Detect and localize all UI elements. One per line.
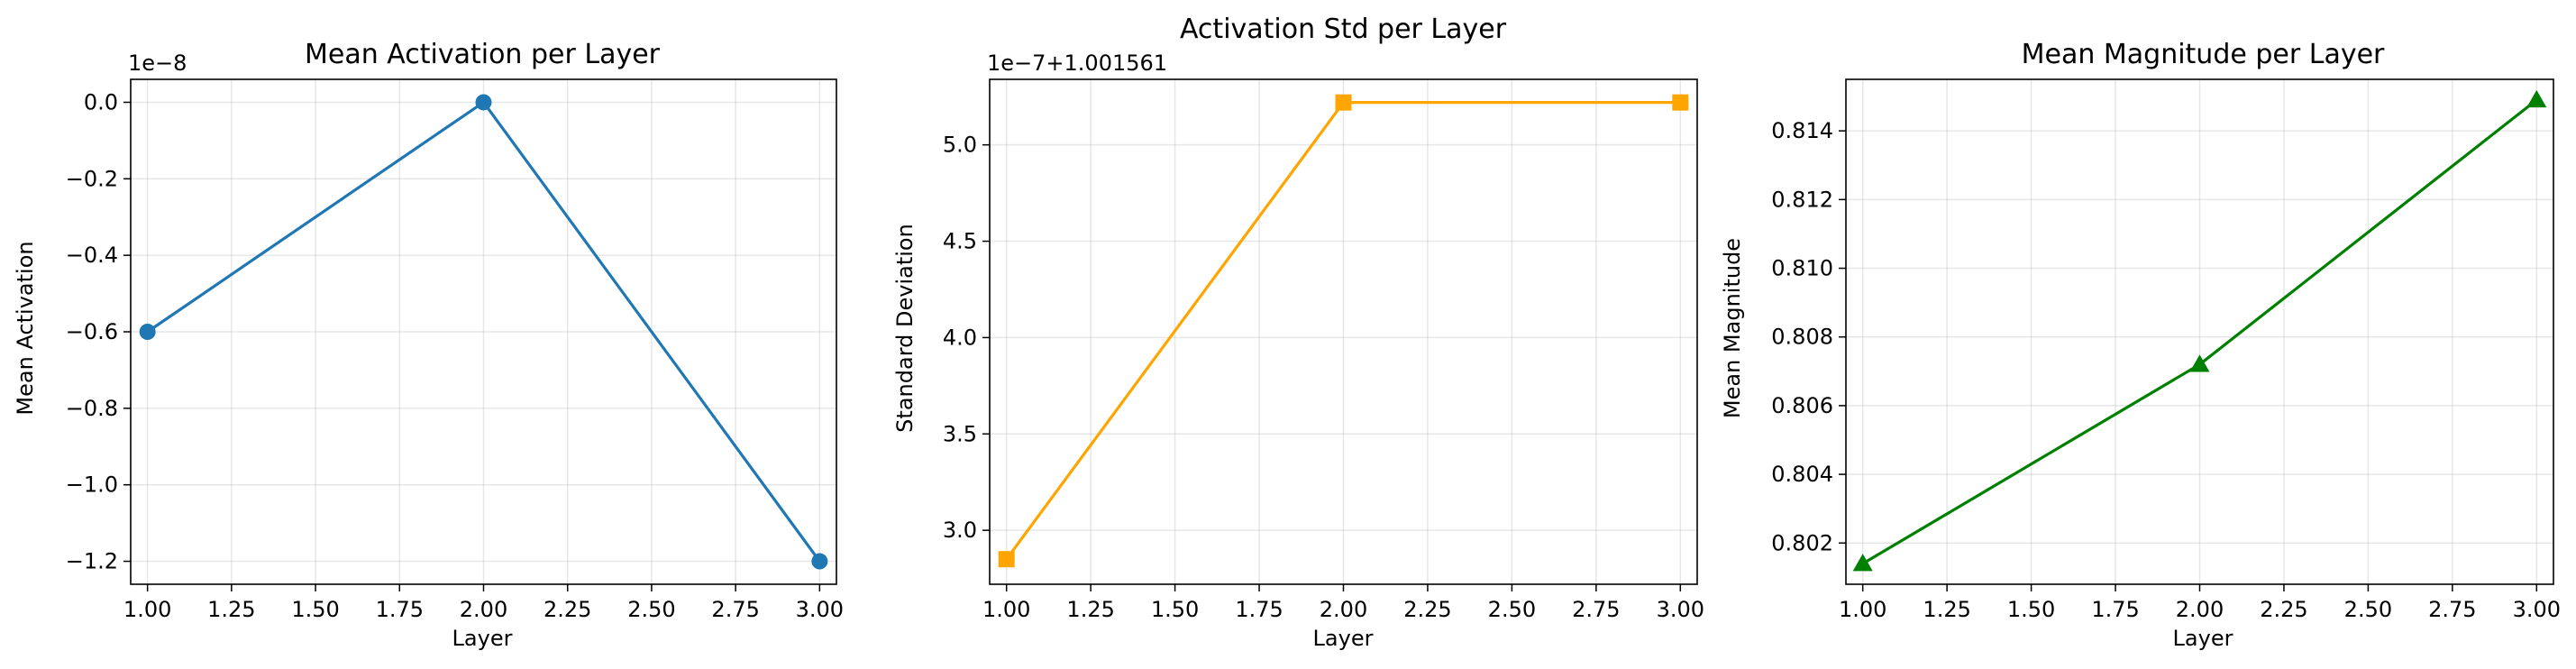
x-tick-label: 2.25 xyxy=(1403,597,1451,622)
y-tick-label: 3.0 xyxy=(943,518,977,543)
y-tick-label: 0.0 xyxy=(84,89,118,115)
x-tick-label: 1.75 xyxy=(376,597,424,622)
chart-title: Activation Std per Layer xyxy=(1180,14,1507,45)
data-point xyxy=(811,553,828,570)
data-point xyxy=(1672,94,1689,111)
x-tick-label: 1.00 xyxy=(123,597,171,622)
axes-frame xyxy=(130,78,837,585)
data-point xyxy=(2526,89,2547,108)
y-tick-label: 0.812 xyxy=(1771,187,1833,212)
y-tick-label: −0.6 xyxy=(66,319,118,344)
data-point xyxy=(475,94,492,111)
y-tick-label: 0.806 xyxy=(1771,393,1833,418)
y-tick-label: 3.5 xyxy=(943,421,977,446)
y-tick-label: −1.0 xyxy=(66,472,118,498)
x-tick-label: 3.00 xyxy=(1657,597,1704,622)
y-tick-label: 0.814 xyxy=(1771,118,1833,143)
data-point xyxy=(2189,354,2210,372)
x-tick-label: 1.00 xyxy=(982,597,1030,622)
x-tick-label: 2.25 xyxy=(2260,597,2307,622)
x-tick-label: 2.50 xyxy=(627,597,675,622)
data-point xyxy=(1852,554,1873,572)
x-tick-label: 1.25 xyxy=(1923,597,1970,622)
offset-text: 1e−8 xyxy=(128,50,187,76)
x-tick-label: 1.25 xyxy=(207,597,255,622)
chart-title: Mean Magnitude per Layer xyxy=(2022,39,2385,70)
x-tick-label: 1.75 xyxy=(1235,597,1283,622)
y-axis-label: Mean Magnitude xyxy=(1720,238,1745,418)
chart-3-plot-area: 1.00 1.25 1.50 1.75 2.00 2.25 2.50 2.75 3.00 0.80… xyxy=(1771,78,2561,622)
y-tick-label: 5.0 xyxy=(943,133,977,158)
chart-title: Mean Activation per Layer xyxy=(305,39,661,70)
x-tick-label: 2.00 xyxy=(1320,597,1367,622)
y-axis-label: Standard Deviation xyxy=(892,224,918,433)
panel-mean-activation: Mean Activation per Layer 1e−8 Mean Acti… xyxy=(13,39,661,651)
x-tick-label: 3.00 xyxy=(796,597,844,622)
x-axis-label: Layer xyxy=(2173,626,2233,651)
axes-frame xyxy=(989,78,1698,585)
y-tick-label: −0.4 xyxy=(66,243,118,268)
y-tick-label: 4.5 xyxy=(943,229,977,254)
data-point xyxy=(1335,94,1352,111)
x-tick-label: 2.25 xyxy=(544,597,591,622)
x-tick-label: 1.50 xyxy=(291,597,339,622)
x-tick-label: 2.50 xyxy=(2344,597,2392,622)
y-tick-label: 0.802 xyxy=(1771,530,1833,555)
panel-mean-magnitude: Mean Magnitude per Layer Mean Magnitude … xyxy=(1720,39,2385,651)
x-tick-label: 2.00 xyxy=(2176,597,2224,622)
x-tick-label: 2.75 xyxy=(711,597,759,622)
y-tick-label: −0.8 xyxy=(66,396,118,421)
y-axis-label: Mean Activation xyxy=(13,241,38,415)
x-tick-label: 2.00 xyxy=(460,597,507,622)
data-point xyxy=(139,324,156,340)
x-axis-label: Layer xyxy=(1313,626,1374,651)
y-tick-label: 4.0 xyxy=(943,325,977,350)
x-axis-label: Layer xyxy=(452,626,513,651)
chart-2-plot-area: 1.00 1.25 1.50 1.75 2.00 2.25 2.50 2.75 3.00 3.0 3… xyxy=(943,78,1704,622)
x-tick-label: 2.75 xyxy=(2428,597,2476,622)
offset-text: 1e−7+1.001561 xyxy=(987,50,1167,76)
x-tick-label: 2.75 xyxy=(1572,597,1620,622)
y-tick-label: 0.808 xyxy=(1771,325,1833,350)
x-tick-label: 1.75 xyxy=(2091,597,2139,622)
y-tick-label: −1.2 xyxy=(66,549,118,574)
chart-1-plot-area: 1.00 1.25 1.50 1.75 2.00 2.25 2.50 2.75 3.00 0.0 −… xyxy=(66,78,844,622)
x-tick-label: 3.00 xyxy=(2513,597,2561,622)
y-tick-label: 0.804 xyxy=(1771,462,1833,487)
panel-activation-std: Activation Std per Layer 1e−7+1.001561 S… xyxy=(892,14,1507,651)
x-tick-label: 1.50 xyxy=(2007,597,2055,622)
axes-frame xyxy=(1845,78,2554,585)
x-tick-label: 2.50 xyxy=(1488,597,1536,622)
data-point xyxy=(998,551,1015,568)
y-tick-label: 0.810 xyxy=(1771,256,1833,281)
y-tick-label: −0.2 xyxy=(66,166,118,191)
x-tick-label: 1.00 xyxy=(1839,597,1886,622)
x-tick-label: 1.50 xyxy=(1151,597,1199,622)
x-tick-label: 1.25 xyxy=(1066,597,1114,622)
